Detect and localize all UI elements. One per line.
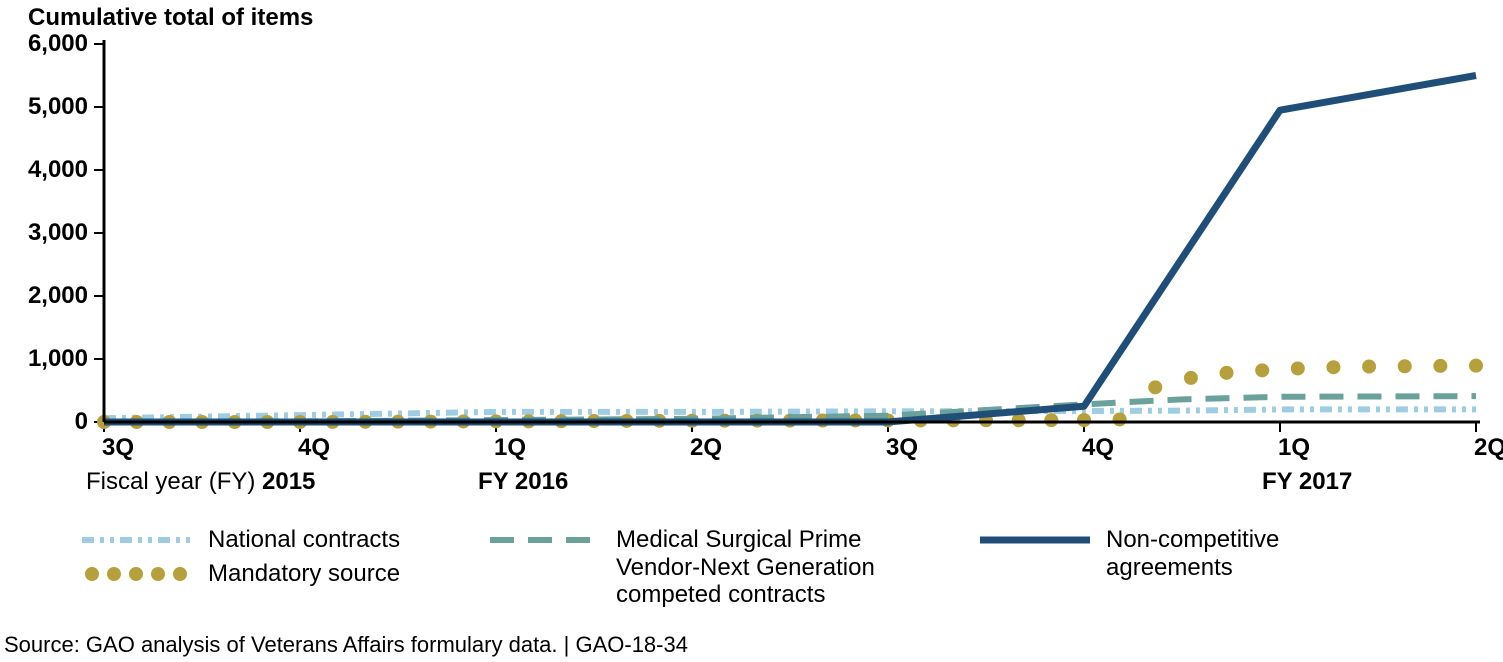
- fiscal-year-label: Fiscal year (FY) 2015: [86, 468, 315, 496]
- x-axis-tick-label: 1Q: [494, 434, 526, 462]
- legend-label-non_competitive: Non-competitive agreements: [1106, 526, 1279, 581]
- y-axis-tick-label: 2,000: [8, 282, 88, 310]
- x-axis-tick-label: 3Q: [886, 434, 918, 462]
- legend-label-national_contracts: National contracts: [208, 526, 400, 554]
- legend-label-mandatory_source: Mandatory source: [208, 560, 400, 588]
- x-axis-tick-label: 2Q: [1474, 434, 1503, 462]
- y-axis-tick-label: 0: [8, 408, 88, 436]
- y-axis-tick-label: 1,000: [8, 345, 88, 373]
- source-note: Source: GAO analysis of Veterans Affairs…: [4, 632, 688, 658]
- y-axis-tick-label: 3,000: [8, 219, 88, 247]
- legend-label-mspv_ng: Medical Surgical Prime Vendor-Next Gener…: [616, 526, 875, 609]
- x-axis-tick-label: 4Q: [298, 434, 330, 462]
- fiscal-year-label: FY 2017: [1262, 468, 1352, 496]
- y-axis-tick-label: 5,000: [8, 93, 88, 121]
- series-non_competitive: [104, 76, 1476, 423]
- fiscal-year-label: FY 2016: [478, 468, 568, 496]
- x-axis-tick-label: 4Q: [1082, 434, 1114, 462]
- y-axis-tick-label: 6,000: [8, 30, 88, 58]
- x-axis-tick-label: 3Q: [102, 434, 134, 462]
- x-axis-tick-label: 1Q: [1278, 434, 1310, 462]
- x-axis-tick-label: 2Q: [690, 434, 722, 462]
- chart-container: Cumulative total of items 01,0002,0003,0…: [0, 0, 1503, 662]
- y-axis-tick-label: 4,000: [8, 156, 88, 184]
